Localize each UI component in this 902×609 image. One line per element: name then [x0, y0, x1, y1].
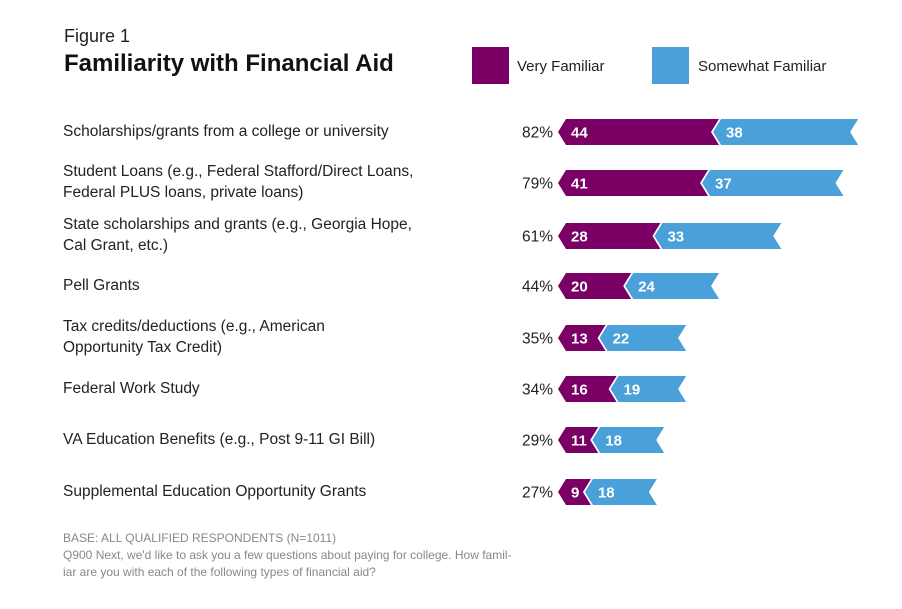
bar-somewhat-familiar	[584, 479, 657, 505]
data-label-very-familiar: 44	[571, 125, 588, 142]
legend-swatch-very-familiar	[472, 47, 509, 84]
bar-very-familiar	[558, 479, 591, 505]
bar-somewhat-familiar	[610, 376, 687, 402]
bar-very-familiar	[558, 273, 632, 299]
bar-very-familiar	[558, 427, 599, 453]
category-label: VA Education Benefits (e.g., Post 9-11 G…	[63, 430, 376, 448]
bar-somewhat-familiar	[654, 223, 782, 249]
data-label-very-familiar: 20	[571, 279, 588, 296]
bar-very-familiar	[558, 325, 606, 351]
category-label: Pell Grants	[63, 276, 140, 294]
data-label-somewhat-familiar: 19	[624, 382, 641, 399]
category-label: Scholarships/grants from a college or un…	[63, 122, 389, 140]
bar-very-familiar	[558, 119, 720, 145]
category-label: Tax credits/deductions (e.g., American O…	[63, 318, 325, 356]
total-label: 44%	[522, 279, 553, 296]
data-label-very-familiar: 13	[571, 331, 588, 348]
bar-very-familiar	[558, 223, 661, 249]
total-label: 82%	[522, 125, 553, 142]
category-label: Federal Work Study	[63, 379, 200, 397]
data-label-somewhat-familiar: 22	[613, 331, 630, 348]
legend-label-somewhat-familiar: Somewhat Familiar	[698, 58, 827, 75]
total-label: 79%	[522, 176, 553, 193]
bar-somewhat-familiar	[599, 325, 687, 351]
question-note: Q900 Next, we'd like to ask you a few qu…	[63, 548, 512, 579]
bar-very-familiar	[558, 376, 617, 402]
chart-title: Familiarity with Financial Aid	[64, 50, 394, 77]
bar-somewhat-familiar	[592, 427, 665, 453]
base-note: BASE: ALL QUALIFIED RESPONDENTS (N=1011)	[63, 531, 337, 545]
legend-label-very-familiar: Very Familiar	[517, 58, 605, 75]
total-label: 35%	[522, 331, 553, 348]
data-label-very-familiar: 9	[571, 485, 579, 502]
data-label-somewhat-familiar: 24	[638, 279, 655, 296]
category-label: Student Loans (e.g., Federal Stafford/Di…	[63, 163, 414, 201]
data-label-very-familiar: 16	[571, 382, 588, 399]
bar-somewhat-familiar	[713, 119, 859, 145]
bar-somewhat-familiar	[625, 273, 720, 299]
total-label: 61%	[522, 229, 553, 246]
data-label-very-familiar: 41	[571, 176, 588, 193]
data-label-very-familiar: 28	[571, 229, 588, 246]
data-label-very-familiar: 11	[571, 433, 587, 450]
figure-label: Figure 1	[64, 26, 131, 46]
total-label: 34%	[522, 382, 553, 399]
data-label-somewhat-familiar: 38	[726, 125, 743, 142]
legend-swatch-somewhat-familiar	[652, 47, 689, 84]
bar-very-familiar	[558, 170, 709, 196]
bar-somewhat-familiar	[702, 170, 844, 196]
data-label-somewhat-familiar: 37	[715, 176, 732, 193]
data-label-somewhat-familiar: 18	[605, 433, 622, 450]
category-label: State scholarships and grants (e.g., Geo…	[63, 216, 412, 254]
data-label-somewhat-familiar: 33	[667, 229, 684, 246]
data-label-somewhat-familiar: 18	[598, 485, 615, 502]
category-label: Supplemental Education Opportunity Grant…	[63, 482, 367, 500]
total-label: 27%	[522, 485, 553, 502]
total-label: 29%	[522, 433, 553, 450]
